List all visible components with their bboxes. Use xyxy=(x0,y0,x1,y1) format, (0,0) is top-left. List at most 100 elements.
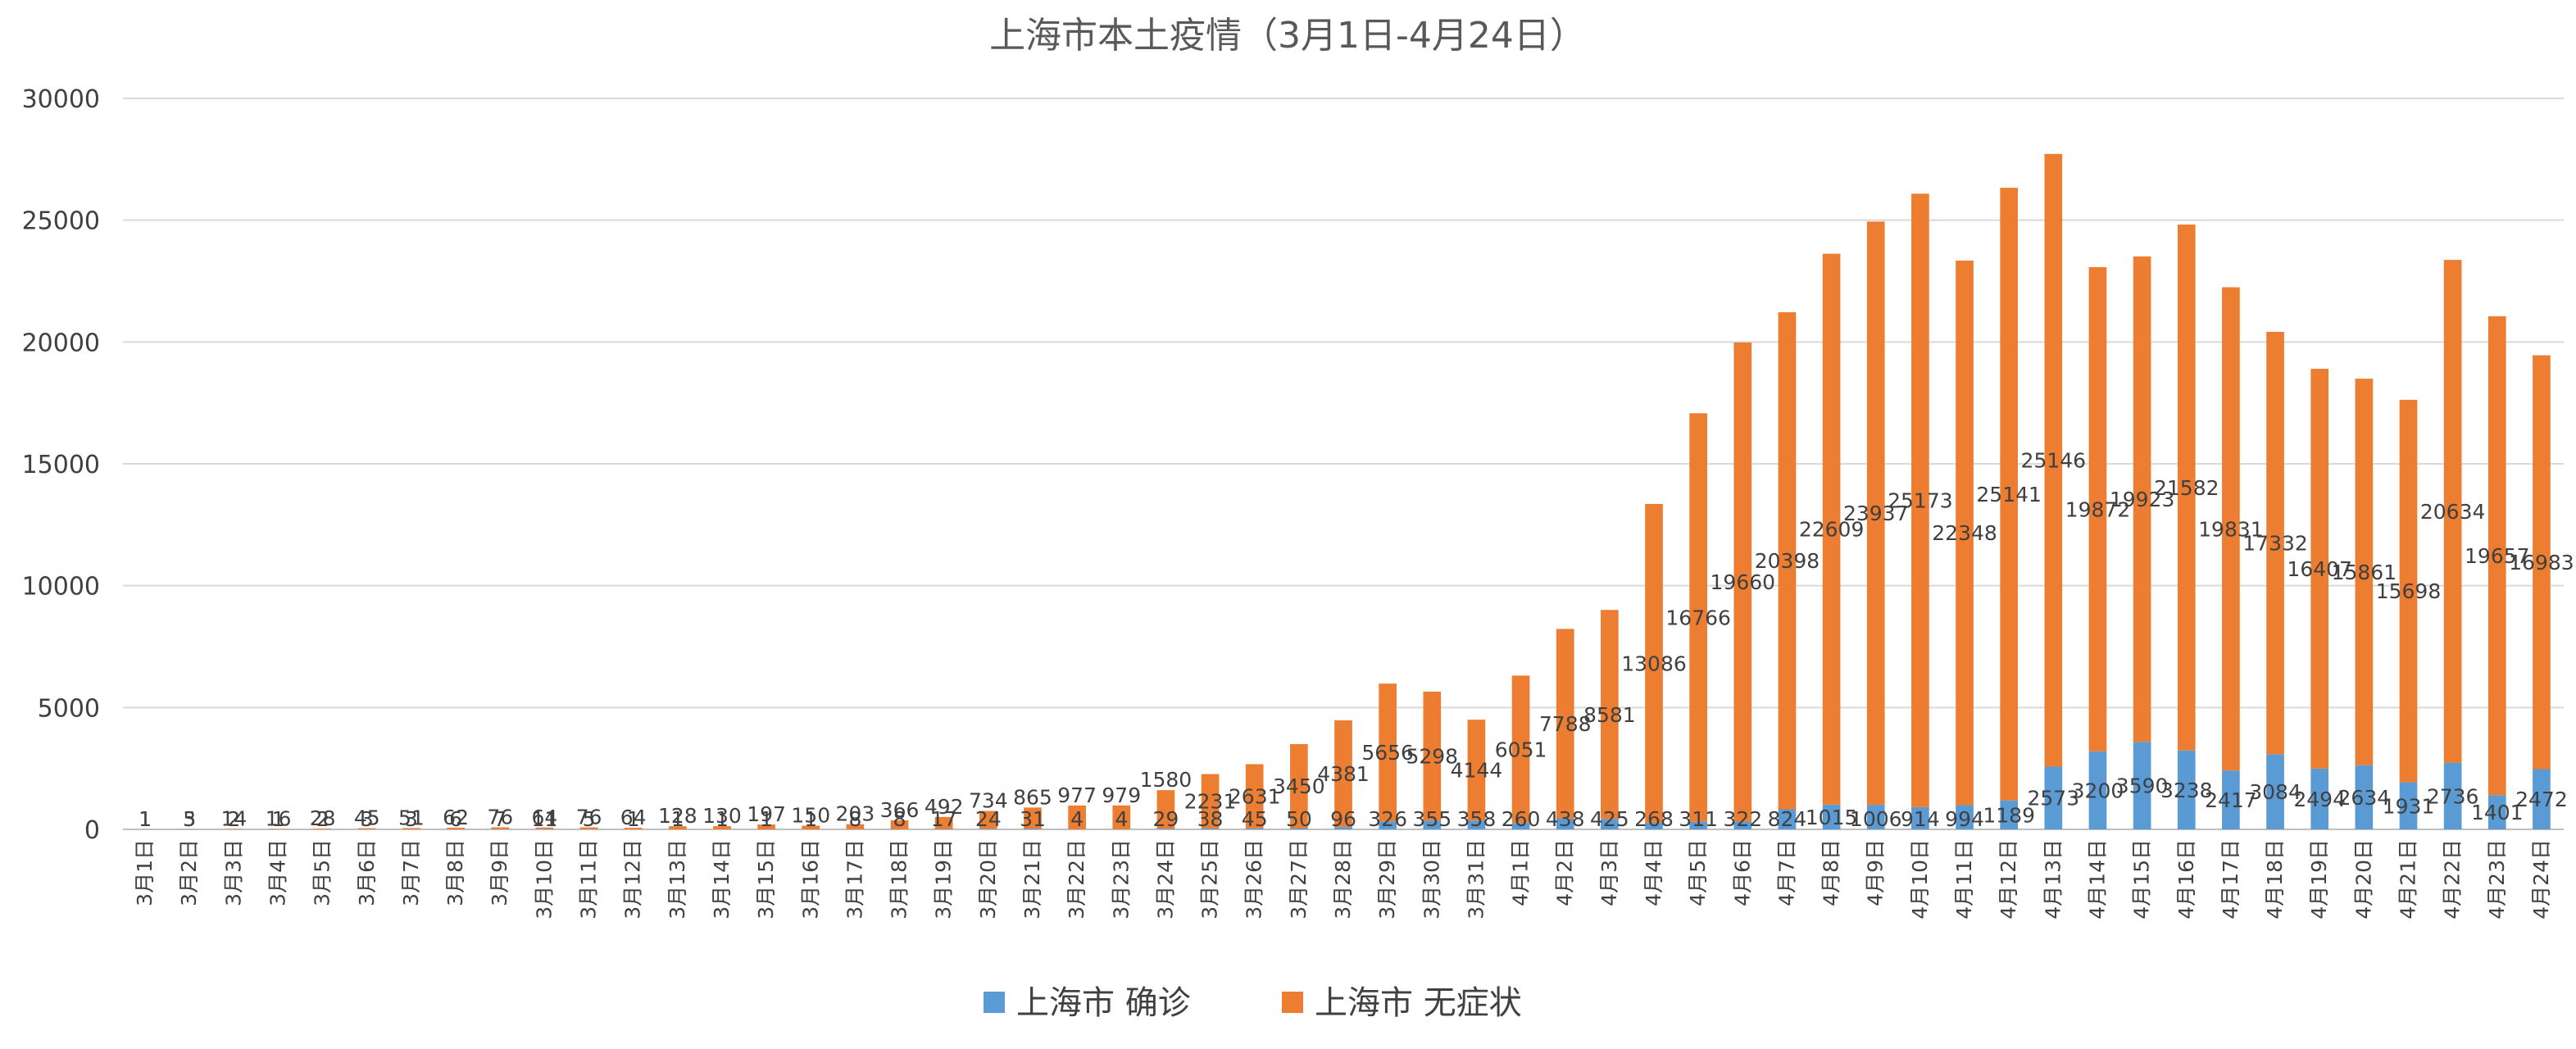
bar-confirmed xyxy=(2177,750,2196,829)
bar-confirmed xyxy=(1379,821,1397,829)
data-label-confirmed: 1 xyxy=(716,807,729,831)
bar-asymptomatic xyxy=(402,828,420,829)
data-label-confirmed: 17 xyxy=(931,807,957,831)
data-label-asymptomatic: 865 xyxy=(1013,785,1052,809)
data-label-asymptomatic: 4381 xyxy=(1317,762,1370,786)
bar-asymptomatic xyxy=(2088,266,2107,752)
data-label-asymptomatic: 16983 xyxy=(2509,551,2574,574)
bar-confirmed xyxy=(1601,819,1619,829)
bar-confirmed xyxy=(1334,827,1352,829)
data-label-asymptomatic: 734 xyxy=(969,788,1008,812)
data-label-confirmed: 1189 xyxy=(1983,803,2035,827)
data-label-asymptomatic: 25173 xyxy=(1888,489,1953,513)
data-label-asymptomatic: 28 xyxy=(310,806,336,830)
bar-asymptomatic xyxy=(1866,221,1885,806)
bar-asymptomatic xyxy=(1290,743,1308,829)
x-tick-label: 3月11日 xyxy=(577,839,601,920)
data-label-confirmed: 355 xyxy=(1412,807,1452,831)
data-label-confirmed: 260 xyxy=(1502,807,1541,831)
data-label-confirmed: 1401 xyxy=(2471,801,2524,824)
data-label-asymptomatic: 977 xyxy=(1057,783,1097,807)
x-tick-label: 4月3日 xyxy=(1597,839,1621,906)
bar-confirmed xyxy=(2000,800,2019,829)
data-label-confirmed: 5 xyxy=(583,807,596,831)
bar-asymptomatic xyxy=(2266,331,2284,755)
data-label-confirmed: 4 xyxy=(1115,807,1128,831)
y-axis: 0 5000 10000 15000 20000 25000 30000 xyxy=(22,85,100,845)
bar-asymptomatic xyxy=(1911,193,1929,807)
x-tick-label: 3月13日 xyxy=(666,839,689,920)
bar-asymptomatic xyxy=(2044,153,2063,767)
bar-asymptomatic xyxy=(1733,342,1752,822)
y-tick-label: 5000 xyxy=(38,694,100,723)
x-tick-label: 3月14日 xyxy=(710,839,734,920)
data-label-asymptomatic: 150 xyxy=(791,804,830,828)
bar-asymptomatic xyxy=(1511,675,1530,824)
bar-asymptomatic xyxy=(535,827,554,829)
x-tick-label: 4月8日 xyxy=(1820,839,1843,906)
chart-title: 上海市本土疫情（3月1日-4月24日） xyxy=(989,15,1586,57)
bars xyxy=(136,153,2551,829)
bar-asymptomatic xyxy=(1201,774,1220,829)
x-tick-label: 3月15日 xyxy=(754,839,778,920)
bar-asymptomatic xyxy=(934,816,953,829)
x-tick-label: 4月20日 xyxy=(2351,839,2375,920)
data-label-asymptomatic: 128 xyxy=(658,804,697,828)
x-tick-label: 4月17日 xyxy=(2219,839,2242,920)
x-tick-label: 4月7日 xyxy=(1774,839,1798,906)
bar-confirmed xyxy=(1556,818,1574,829)
data-label-asymptomatic: 1 xyxy=(139,807,152,831)
data-label-asymptomatic: 19831 xyxy=(2198,517,2264,541)
data-label-confirmed: 2573 xyxy=(2028,787,2080,811)
data-label-confirmed: 994 xyxy=(1945,807,1984,831)
data-label-confirmed: 2 xyxy=(316,807,329,831)
data-label-asymptomatic: 2231 xyxy=(1184,790,1237,814)
x-tick-label: 3月8日 xyxy=(443,839,467,906)
bar-asymptomatic xyxy=(2487,316,2506,796)
bar-asymptomatic xyxy=(1112,805,1131,829)
data-label-confirmed: 50 xyxy=(1286,807,1312,831)
data-label-asymptomatic: 51 xyxy=(398,806,425,829)
data-label-asymptomatic: 8581 xyxy=(1583,703,1636,727)
legend-label-confirmed: 上海市 确诊 xyxy=(1016,984,1191,1022)
data-label-confirmed: 2494 xyxy=(2293,788,2346,811)
data-label-asymptomatic: 23937 xyxy=(1843,502,1909,525)
x-tick-label: 4月12日 xyxy=(1997,839,2020,920)
data-label-confirmed: 8 xyxy=(848,807,861,831)
bar-asymptomatic xyxy=(1645,503,1663,824)
data-label-asymptomatic: 5 xyxy=(183,807,196,831)
data-label-asymptomatic: 25141 xyxy=(1976,483,2042,506)
bar-confirmed xyxy=(1423,820,1442,829)
bar-asymptomatic xyxy=(624,828,643,829)
x-tick-label: 3月4日 xyxy=(266,839,290,906)
data-label-asymptomatic: 19660 xyxy=(1711,570,1776,594)
bar-confirmed xyxy=(2443,762,2462,829)
data-label-asymptomatic: 979 xyxy=(1102,783,1141,807)
bar-confirmed xyxy=(1822,804,1841,829)
data-label-confirmed: 322 xyxy=(1723,807,1762,831)
data-label-confirmed: 1 xyxy=(272,807,285,831)
x-tick-label: 4月9日 xyxy=(1864,839,1888,906)
data-label-asymptomatic: 64 xyxy=(620,806,647,829)
data-label-asymptomatic: 21582 xyxy=(2154,476,2219,500)
data-label-asymptomatic: 203 xyxy=(836,802,875,826)
bar-asymptomatic xyxy=(1778,311,1797,810)
x-tick-label: 3月7日 xyxy=(399,839,423,906)
data-label-asymptomatic: 197 xyxy=(747,802,786,826)
data-label-asymptomatic: 2631 xyxy=(1229,785,1281,809)
data-label-confirmed: 3200 xyxy=(2072,779,2124,802)
bar-asymptomatic xyxy=(668,826,687,829)
bar-confirmed xyxy=(1956,805,1974,829)
x-tick-label: 3月17日 xyxy=(843,839,866,920)
data-label-confirmed: 3084 xyxy=(2249,780,2301,804)
bar-asymptomatic xyxy=(1334,720,1352,828)
bar-confirmed xyxy=(2088,751,2107,829)
data-label-confirmed: 1 xyxy=(804,807,817,831)
bar-confirmed xyxy=(1467,820,1486,829)
bar-asymptomatic xyxy=(447,827,465,829)
x-tick-label: 3月21日 xyxy=(1020,839,1044,920)
data-label-confirmed: 1 xyxy=(627,807,640,831)
x-tick-label: 4月2日 xyxy=(1553,839,1577,906)
bar-confirmed xyxy=(2310,768,2329,829)
